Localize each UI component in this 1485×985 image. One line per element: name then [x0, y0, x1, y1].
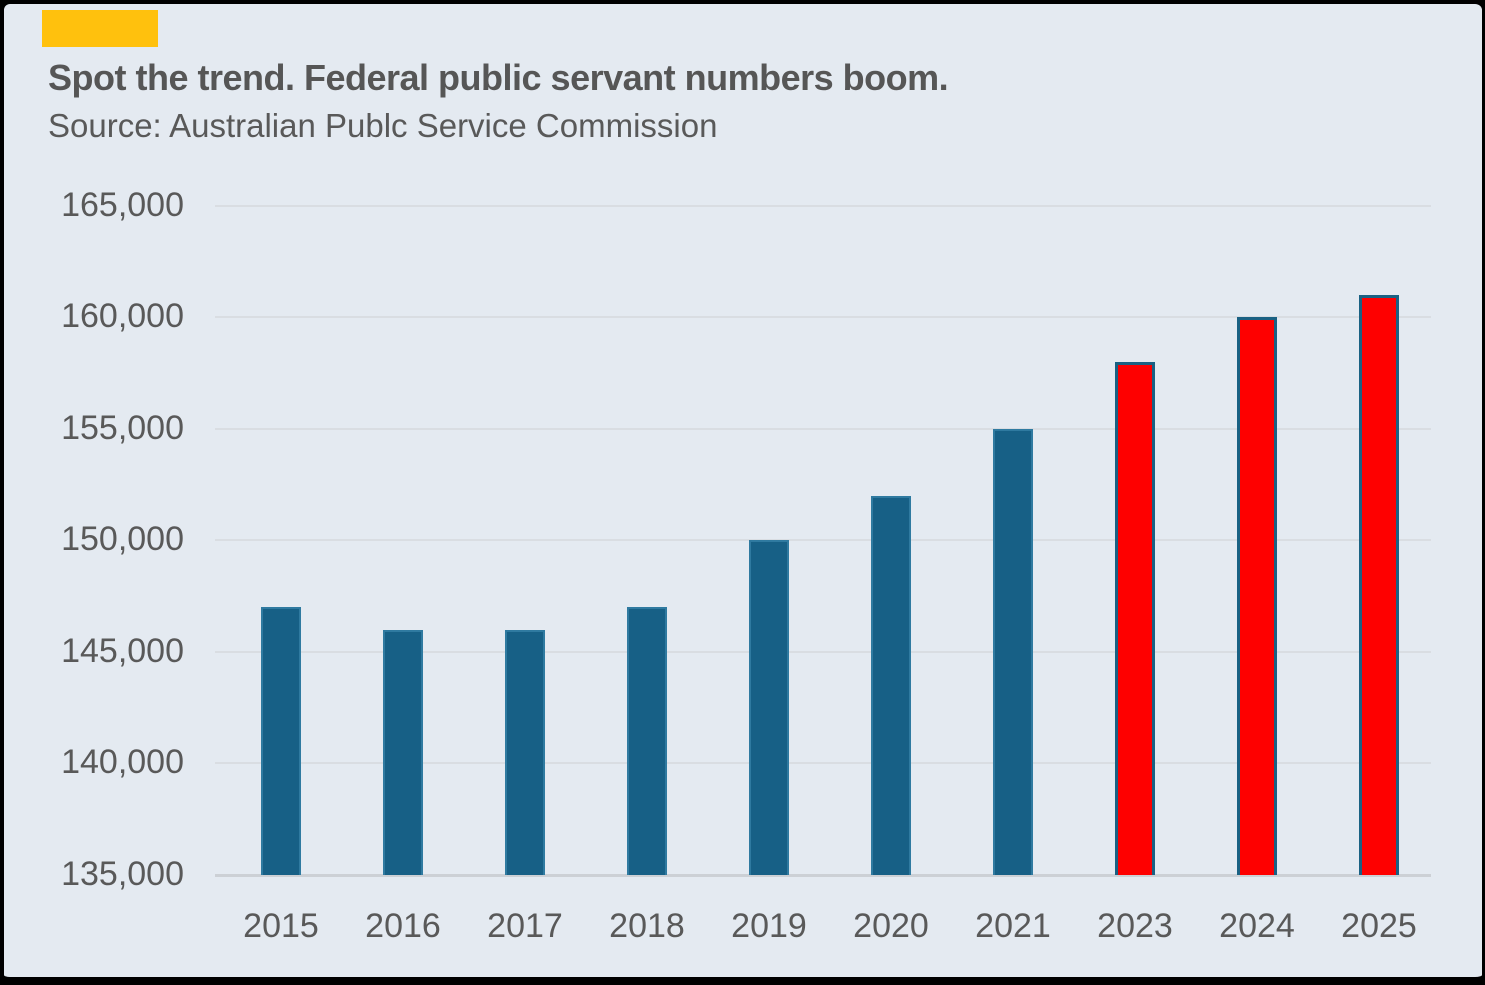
y-axis-tick-label: 165,000	[61, 185, 184, 224]
x-axis-tick-label-2015: 2015	[243, 907, 319, 945]
x-axis-tick-label-2020: 2020	[853, 907, 929, 945]
bar-chart-plot-area: 135,000 140,000 145,000 150,000 155,000 160,0…	[4, 4, 1482, 977]
y-axis-tick-label: 155,000	[61, 408, 184, 447]
x-axis-tick-label-2019: 2019	[731, 907, 807, 945]
chart-source-label: Source: Australian Publc Service Commiss…	[48, 107, 718, 144]
x-axis-tick-label-2017: 2017	[487, 907, 563, 945]
x-axis-tick-label-2018: 2018	[609, 907, 685, 945]
y-axis-tick-label: 150,000	[61, 520, 184, 559]
bar-2019	[749, 540, 789, 875]
bar-2017	[505, 629, 545, 875]
x-axis-tick-label-2021: 2021	[975, 907, 1051, 945]
y-axis-tick-label: 135,000	[61, 855, 184, 893]
bar-2015	[261, 607, 301, 875]
gridline	[215, 539, 1431, 542]
bar-2024	[1237, 317, 1277, 875]
x-axis-tick-label-2024: 2024	[1219, 907, 1295, 945]
y-axis-tick-label: 145,000	[61, 631, 184, 670]
accent-bar	[42, 10, 158, 47]
bar-2025	[1359, 294, 1399, 875]
bar-2018	[627, 607, 667, 875]
gridline	[215, 204, 1431, 207]
x-axis-tick-label-2016: 2016	[365, 907, 441, 945]
x-axis-line	[215, 874, 1431, 877]
bar-2020	[871, 495, 911, 875]
chart-title: Spot the trend. Federal public servant n…	[48, 57, 949, 98]
gridline	[215, 762, 1431, 765]
gridline	[215, 650, 1431, 653]
x-axis-tick-label-2023: 2023	[1097, 907, 1173, 945]
gridline	[215, 427, 1431, 430]
bar-2023	[1115, 361, 1155, 875]
y-axis-tick-label: 160,000	[61, 297, 184, 336]
y-axis-tick-label: 140,000	[61, 743, 184, 782]
bar-2021	[993, 428, 1033, 875]
bar-2016	[383, 629, 423, 875]
x-axis-tick-label-2025: 2025	[1341, 907, 1417, 945]
gridline	[215, 316, 1431, 319]
